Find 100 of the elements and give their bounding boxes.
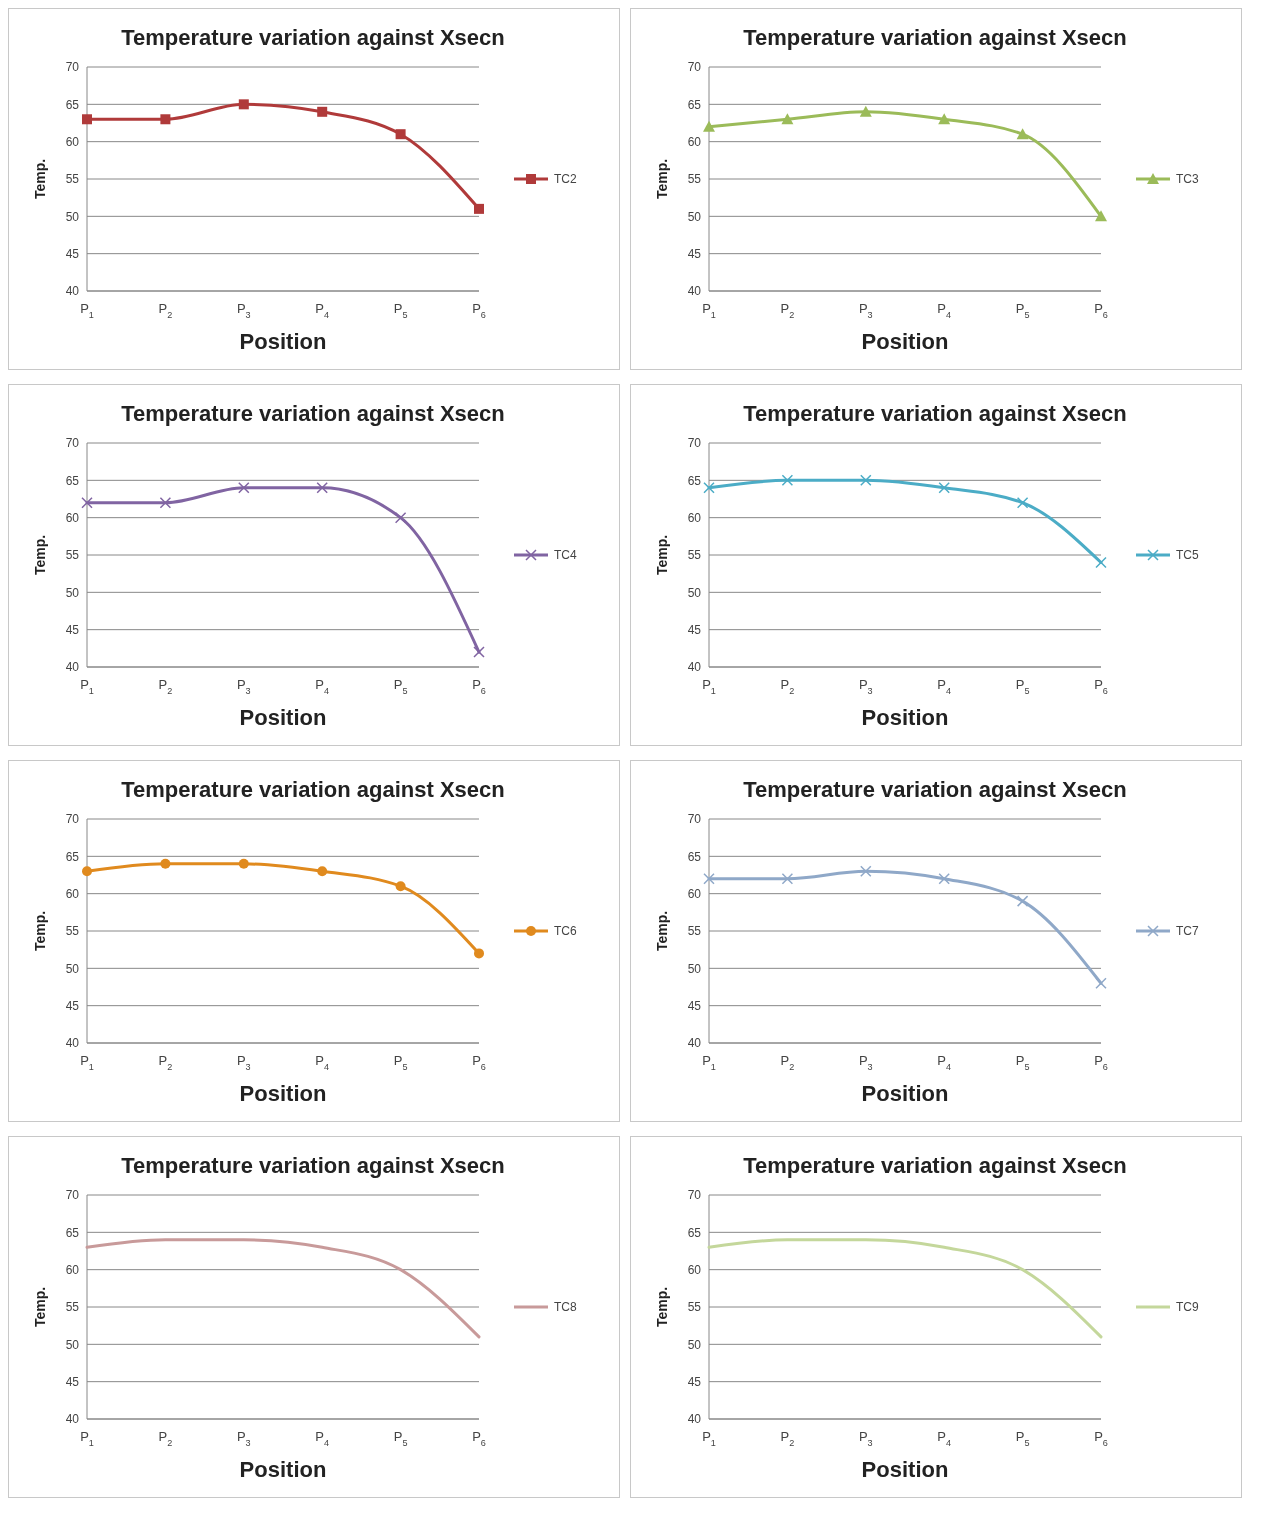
x-tick-label: P$_{3}$ bbox=[236, 1429, 251, 1448]
point bbox=[82, 866, 92, 877]
x-tick-label: P$_{3}$ bbox=[858, 1429, 873, 1448]
y-tick-label: 55 bbox=[687, 924, 702, 939]
x-axis-title: Position bbox=[861, 329, 949, 354]
chart-title: Temperature variation against Xsecn bbox=[743, 25, 1127, 50]
y-tick-label: 40 bbox=[65, 1036, 80, 1051]
x-tick-label: P$_{5}$ bbox=[1015, 677, 1030, 696]
y-tick-label: 40 bbox=[65, 660, 80, 675]
y-tick-label: 70 bbox=[65, 436, 80, 451]
point bbox=[159, 496, 172, 509]
chart-title: Temperature variation against Xsecn bbox=[121, 777, 505, 802]
y-tick-label: 60 bbox=[65, 886, 80, 901]
y-tick-label: 55 bbox=[687, 172, 702, 187]
x-tick-label: P$_{3}$ bbox=[858, 1053, 873, 1072]
x-tick-label: P$_{2}$ bbox=[780, 1053, 795, 1072]
y-axis-title: Temp. bbox=[32, 158, 48, 200]
point bbox=[859, 105, 872, 117]
point bbox=[1016, 496, 1029, 509]
point bbox=[938, 113, 951, 125]
legend-label: TC3 bbox=[1176, 172, 1199, 187]
y-tick-label: 70 bbox=[65, 1188, 80, 1203]
chart-title: Temperature variation against Xsecn bbox=[121, 401, 505, 426]
x-tick-label: P$_{5}$ bbox=[393, 677, 408, 696]
x-tick-label: P$_{2}$ bbox=[158, 301, 173, 320]
x-tick-label: P$_{5}$ bbox=[393, 301, 408, 320]
x-tick-label: P$_{1}$ bbox=[702, 301, 716, 320]
point bbox=[703, 120, 715, 132]
y-tick-label: 50 bbox=[65, 585, 80, 600]
x-axis-title: Position bbox=[861, 705, 949, 730]
y-tick-label: 65 bbox=[65, 473, 80, 488]
legend-label: TC4 bbox=[554, 548, 577, 563]
line-series bbox=[85, 1238, 481, 1339]
x-tick-label: P$_{4}$ bbox=[315, 301, 330, 320]
y-tick-label: 65 bbox=[687, 1225, 702, 1240]
point bbox=[1016, 128, 1029, 140]
x-tick-label: P$_{1}$ bbox=[702, 677, 716, 696]
y-tick-label: 70 bbox=[687, 60, 702, 75]
x-tick-label: P$_{3}$ bbox=[236, 1053, 251, 1072]
y-axis-title: Temp. bbox=[32, 1286, 48, 1328]
x-tick-label: P$_{4}$ bbox=[937, 677, 952, 696]
x-tick-label: P$_{4}$ bbox=[315, 1053, 330, 1072]
x-tick-label: P$_{2}$ bbox=[158, 1429, 173, 1448]
x-tick-label: P$_{2}$ bbox=[158, 1053, 173, 1072]
x-tick-label: P$_{2}$ bbox=[780, 301, 795, 320]
y-tick-label: 70 bbox=[687, 436, 702, 451]
legend-label: TC2 bbox=[554, 172, 577, 187]
y-tick-label: 60 bbox=[65, 1262, 80, 1277]
x-tick-label: P$_{6}$ bbox=[1094, 677, 1108, 696]
point bbox=[473, 646, 485, 658]
y-tick-label: 50 bbox=[65, 209, 80, 224]
point bbox=[781, 872, 794, 885]
point bbox=[317, 106, 328, 117]
y-tick-label: 60 bbox=[65, 134, 80, 149]
y-tick-label: 45 bbox=[687, 1374, 702, 1389]
x-tick-label: P$_{6}$ bbox=[1094, 1053, 1108, 1072]
y-tick-label: 60 bbox=[65, 510, 80, 525]
y-axis-title: Temp. bbox=[654, 1286, 670, 1328]
x-axis-title: Position bbox=[861, 1081, 949, 1106]
x-tick-label: P$_{3}$ bbox=[858, 301, 873, 320]
x-tick-label: P$_{6}$ bbox=[1094, 1429, 1108, 1448]
x-axis-title: Position bbox=[861, 1457, 949, 1482]
x-tick-label: P$_{1}$ bbox=[80, 677, 94, 696]
y-tick-label: 55 bbox=[687, 548, 702, 563]
y-tick-label: 65 bbox=[687, 473, 702, 488]
y-tick-label: 55 bbox=[65, 1300, 80, 1315]
legend-label: TC9 bbox=[1176, 1300, 1199, 1315]
point bbox=[474, 203, 484, 214]
x-tick-label: P$_{5}$ bbox=[1015, 301, 1030, 320]
chart-title: Temperature variation against Xsecn bbox=[743, 401, 1127, 426]
x-tick-label: P$_{4}$ bbox=[937, 1053, 952, 1072]
y-tick-label: 65 bbox=[65, 97, 80, 112]
point bbox=[395, 129, 406, 140]
y-tick-label: 45 bbox=[65, 998, 80, 1013]
x-tick-label: P$_{4}$ bbox=[315, 1429, 330, 1448]
y-tick-label: 55 bbox=[65, 548, 80, 563]
x-axis-title: Position bbox=[239, 705, 327, 730]
y-tick-label: 50 bbox=[687, 961, 702, 976]
chart-title: Temperature variation against Xsecn bbox=[743, 1153, 1127, 1178]
y-tick-label: 70 bbox=[65, 812, 80, 827]
x-tick-label: P$_{6}$ bbox=[472, 677, 486, 696]
x-tick-label: P$_{1}$ bbox=[80, 1429, 94, 1448]
y-tick-label: 50 bbox=[65, 961, 80, 976]
y-tick-label: 55 bbox=[65, 172, 80, 187]
y-tick-label: 45 bbox=[65, 1374, 80, 1389]
x-tick-label: P$_{1}$ bbox=[702, 1429, 716, 1448]
x-tick-label: P$_{6}$ bbox=[472, 1053, 486, 1072]
point bbox=[703, 872, 715, 885]
y-tick-label: 50 bbox=[687, 209, 702, 224]
x-tick-label: P$_{2}$ bbox=[780, 677, 795, 696]
y-axis-title: Temp. bbox=[32, 534, 48, 576]
point bbox=[160, 114, 171, 125]
y-tick-label: 60 bbox=[687, 1262, 702, 1277]
x-tick-label: P$_{6}$ bbox=[472, 301, 486, 320]
legend-label: TC8 bbox=[554, 1300, 577, 1315]
point bbox=[1095, 556, 1107, 569]
y-tick-label: 60 bbox=[687, 134, 702, 149]
x-tick-label: P$_{2}$ bbox=[158, 677, 173, 696]
x-tick-label: P$_{5}$ bbox=[393, 1053, 408, 1072]
y-tick-label: 65 bbox=[65, 1225, 80, 1240]
